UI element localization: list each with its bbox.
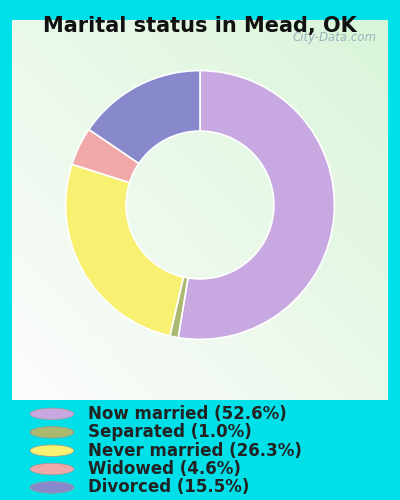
Text: City-Data.com: City-Data.com [292,32,377,44]
Circle shape [30,408,74,420]
Wedge shape [170,277,188,338]
Text: Never married (26.3%): Never married (26.3%) [88,442,302,460]
Circle shape [30,463,74,475]
Text: Separated (1.0%): Separated (1.0%) [88,424,252,442]
Wedge shape [66,164,184,336]
Text: Widowed (4.6%): Widowed (4.6%) [88,460,241,478]
Wedge shape [89,70,200,164]
Text: Divorced (15.5%): Divorced (15.5%) [88,478,249,496]
Circle shape [30,482,74,493]
Text: Marital status in Mead, OK: Marital status in Mead, OK [43,16,357,36]
Circle shape [30,426,74,438]
Wedge shape [72,130,139,182]
Wedge shape [178,70,334,340]
Text: Now married (52.6%): Now married (52.6%) [88,405,287,423]
Circle shape [30,445,74,456]
